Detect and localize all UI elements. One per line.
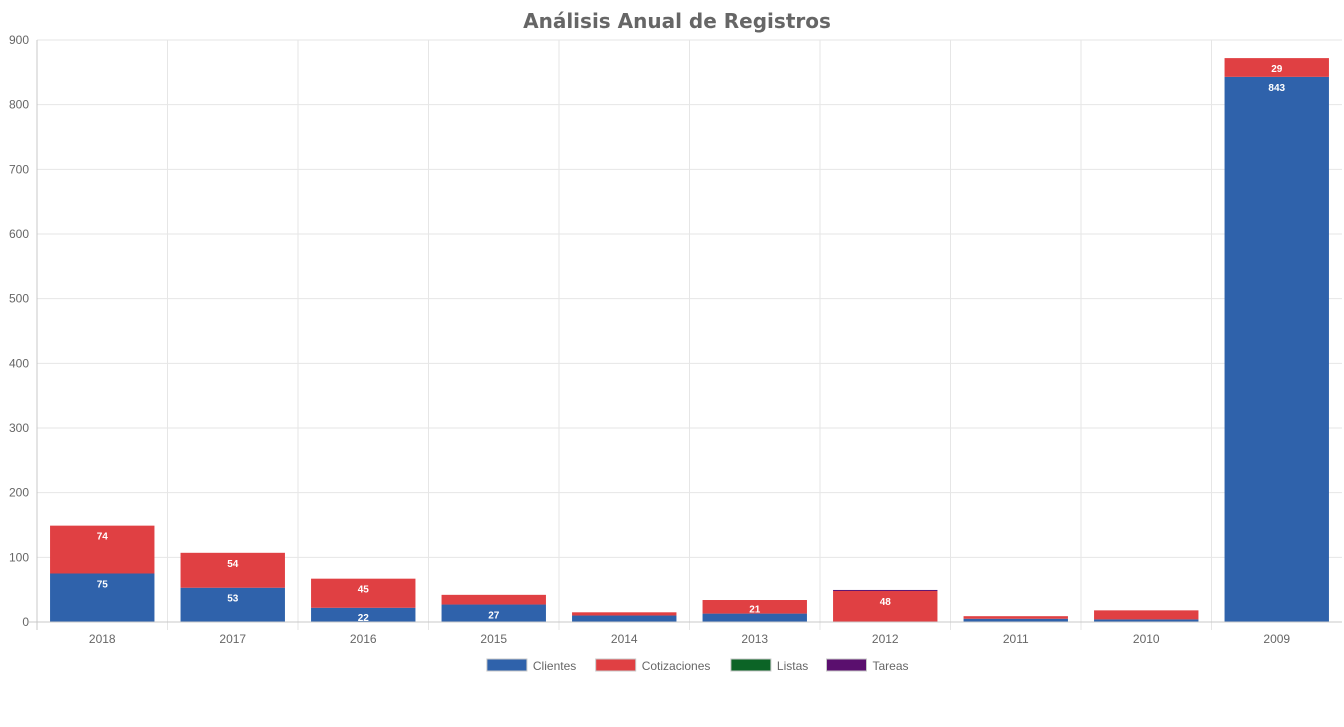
y-tick-label: 500	[9, 292, 29, 306]
bar-value-label: 48	[880, 597, 892, 608]
bar-segment	[1094, 619, 1199, 622]
bar-value-label: 45	[358, 585, 370, 596]
axes: 0 100 200 300 400 500 600 700 800 900 2018 2017 2016…	[9, 33, 1342, 646]
x-tick-label: 2013	[741, 632, 768, 646]
x-tick-label: 2018	[89, 632, 116, 646]
y-tick-label: 100	[9, 550, 29, 564]
bar-value-label: 843	[1268, 83, 1285, 94]
y-tick-label: 600	[9, 227, 29, 241]
x-tick-label: 2017	[219, 632, 246, 646]
bar-segment	[963, 618, 1068, 622]
data-labels: 75 74 53 54 22 45 27 21 48 843 29	[97, 64, 1286, 624]
x-tick-label: 2012	[872, 632, 899, 646]
x-tick-label: 2010	[1133, 632, 1160, 646]
x-tick-label: 2016	[350, 632, 377, 646]
bar-segment	[1224, 58, 1329, 77]
bar-value-label: 21	[749, 605, 761, 616]
bar-segment	[311, 607, 416, 622]
x-tick-label: 2014	[611, 632, 638, 646]
y-tick-label: 200	[9, 486, 29, 500]
legend-label: Cotizaciones	[642, 659, 711, 673]
bar-value-label: 22	[358, 613, 370, 624]
grid-lines	[37, 39, 1342, 630]
bar-segment	[50, 525, 155, 574]
legend-swatch	[486, 658, 528, 672]
bar-segment	[180, 587, 285, 622]
bar-segment	[572, 615, 677, 622]
bar-value-label: 74	[97, 532, 109, 543]
y-tick-label: 900	[9, 33, 29, 47]
chart-title: Análisis Anual de Registros	[523, 9, 831, 33]
legend-swatch	[826, 658, 867, 672]
legend-swatch	[595, 658, 637, 672]
bar-segment	[1224, 76, 1329, 623]
bar-segment	[572, 612, 677, 616]
y-tick-label: 300	[9, 421, 29, 435]
bars	[50, 58, 1329, 623]
bar-segment	[1094, 610, 1199, 620]
legend-label: Tareas	[873, 659, 909, 673]
x-tick-label: 2009	[1263, 632, 1290, 646]
y-tick-label: 700	[9, 162, 29, 176]
y-tick-label: 0	[22, 615, 29, 629]
legend-label: Listas	[777, 659, 808, 673]
bar-segment	[833, 589, 938, 591]
bar-segment	[833, 590, 938, 622]
bar-segment	[963, 616, 1068, 619]
bar-segment	[180, 552, 285, 588]
bar-value-label: 54	[227, 559, 239, 570]
y-tick-label: 400	[9, 356, 29, 370]
x-tick-label: 2015	[480, 632, 507, 646]
y-tick-label: 800	[9, 98, 29, 112]
x-tick-label: 2011	[1003, 632, 1029, 646]
bar-segment	[441, 594, 546, 605]
bar-segment	[441, 604, 546, 622]
bar-segment	[702, 613, 807, 622]
legend-swatch	[730, 658, 772, 672]
bar-segment	[311, 578, 416, 608]
bar-value-label: 29	[1271, 64, 1283, 75]
bar-value-label: 53	[227, 594, 239, 605]
bar-value-label: 75	[97, 580, 109, 591]
legend: Clientes Cotizaciones Listas Tareas	[486, 658, 909, 673]
bar-value-label: 27	[488, 611, 500, 622]
legend-label: Clientes	[533, 659, 576, 673]
bar-segment	[702, 600, 807, 614]
bar-segment	[50, 573, 155, 622]
